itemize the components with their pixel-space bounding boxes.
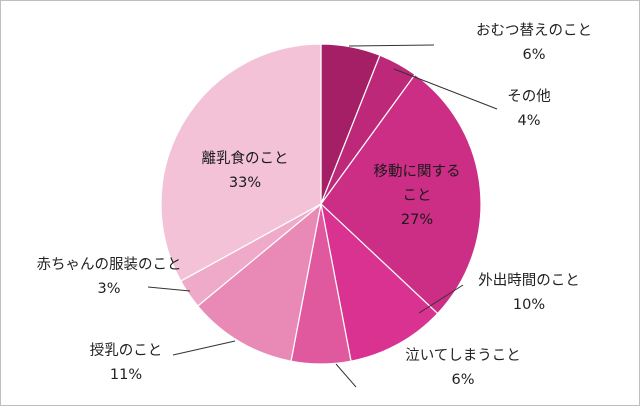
slice-value-label-4: 10% [513,297,545,313]
pie-slice-8 [160,43,322,282]
slice-name-label-7-1: 赤ちゃんの服装のこと [37,256,182,273]
slice-value-label-5: 6% [451,372,474,388]
slice-value-label-8: 33% [229,175,261,191]
slice-name-label-3-2: こと [403,188,432,204]
slice-value-label-1: 6% [522,47,545,63]
slice-name-label-5-1: 泣いてしまうこと [405,347,521,364]
slice-name-label-3-1: 移動に関する [374,163,461,180]
leader-line-5 [335,363,357,388]
pie-slice-6 [196,202,322,362]
leader-line-4 [418,284,464,314]
slices [160,43,482,365]
pie-slice-4 [320,202,439,362]
leader-line-2 [393,68,498,110]
slice-value-label-7: 3% [97,281,120,297]
slice-name-label-4-1: 外出時間のこと [478,272,580,289]
slice-value-label-6: 11% [110,367,142,383]
slice-value-label-3: 27% [401,212,433,228]
slice-value-label-2: 4% [517,113,540,129]
leader-line-7 [147,286,191,292]
slice-name-label-1-1: おむつ替えのこと [476,22,592,39]
slice-name-label-8-1: 離乳食のこと [202,149,289,167]
slice-name-label-6-1: 授乳のこと [90,342,163,359]
leader-line-6 [172,340,236,356]
slice-name-label-2-1: その他 [507,88,551,105]
leader-lines [147,44,498,388]
leader-line-1 [348,44,435,47]
